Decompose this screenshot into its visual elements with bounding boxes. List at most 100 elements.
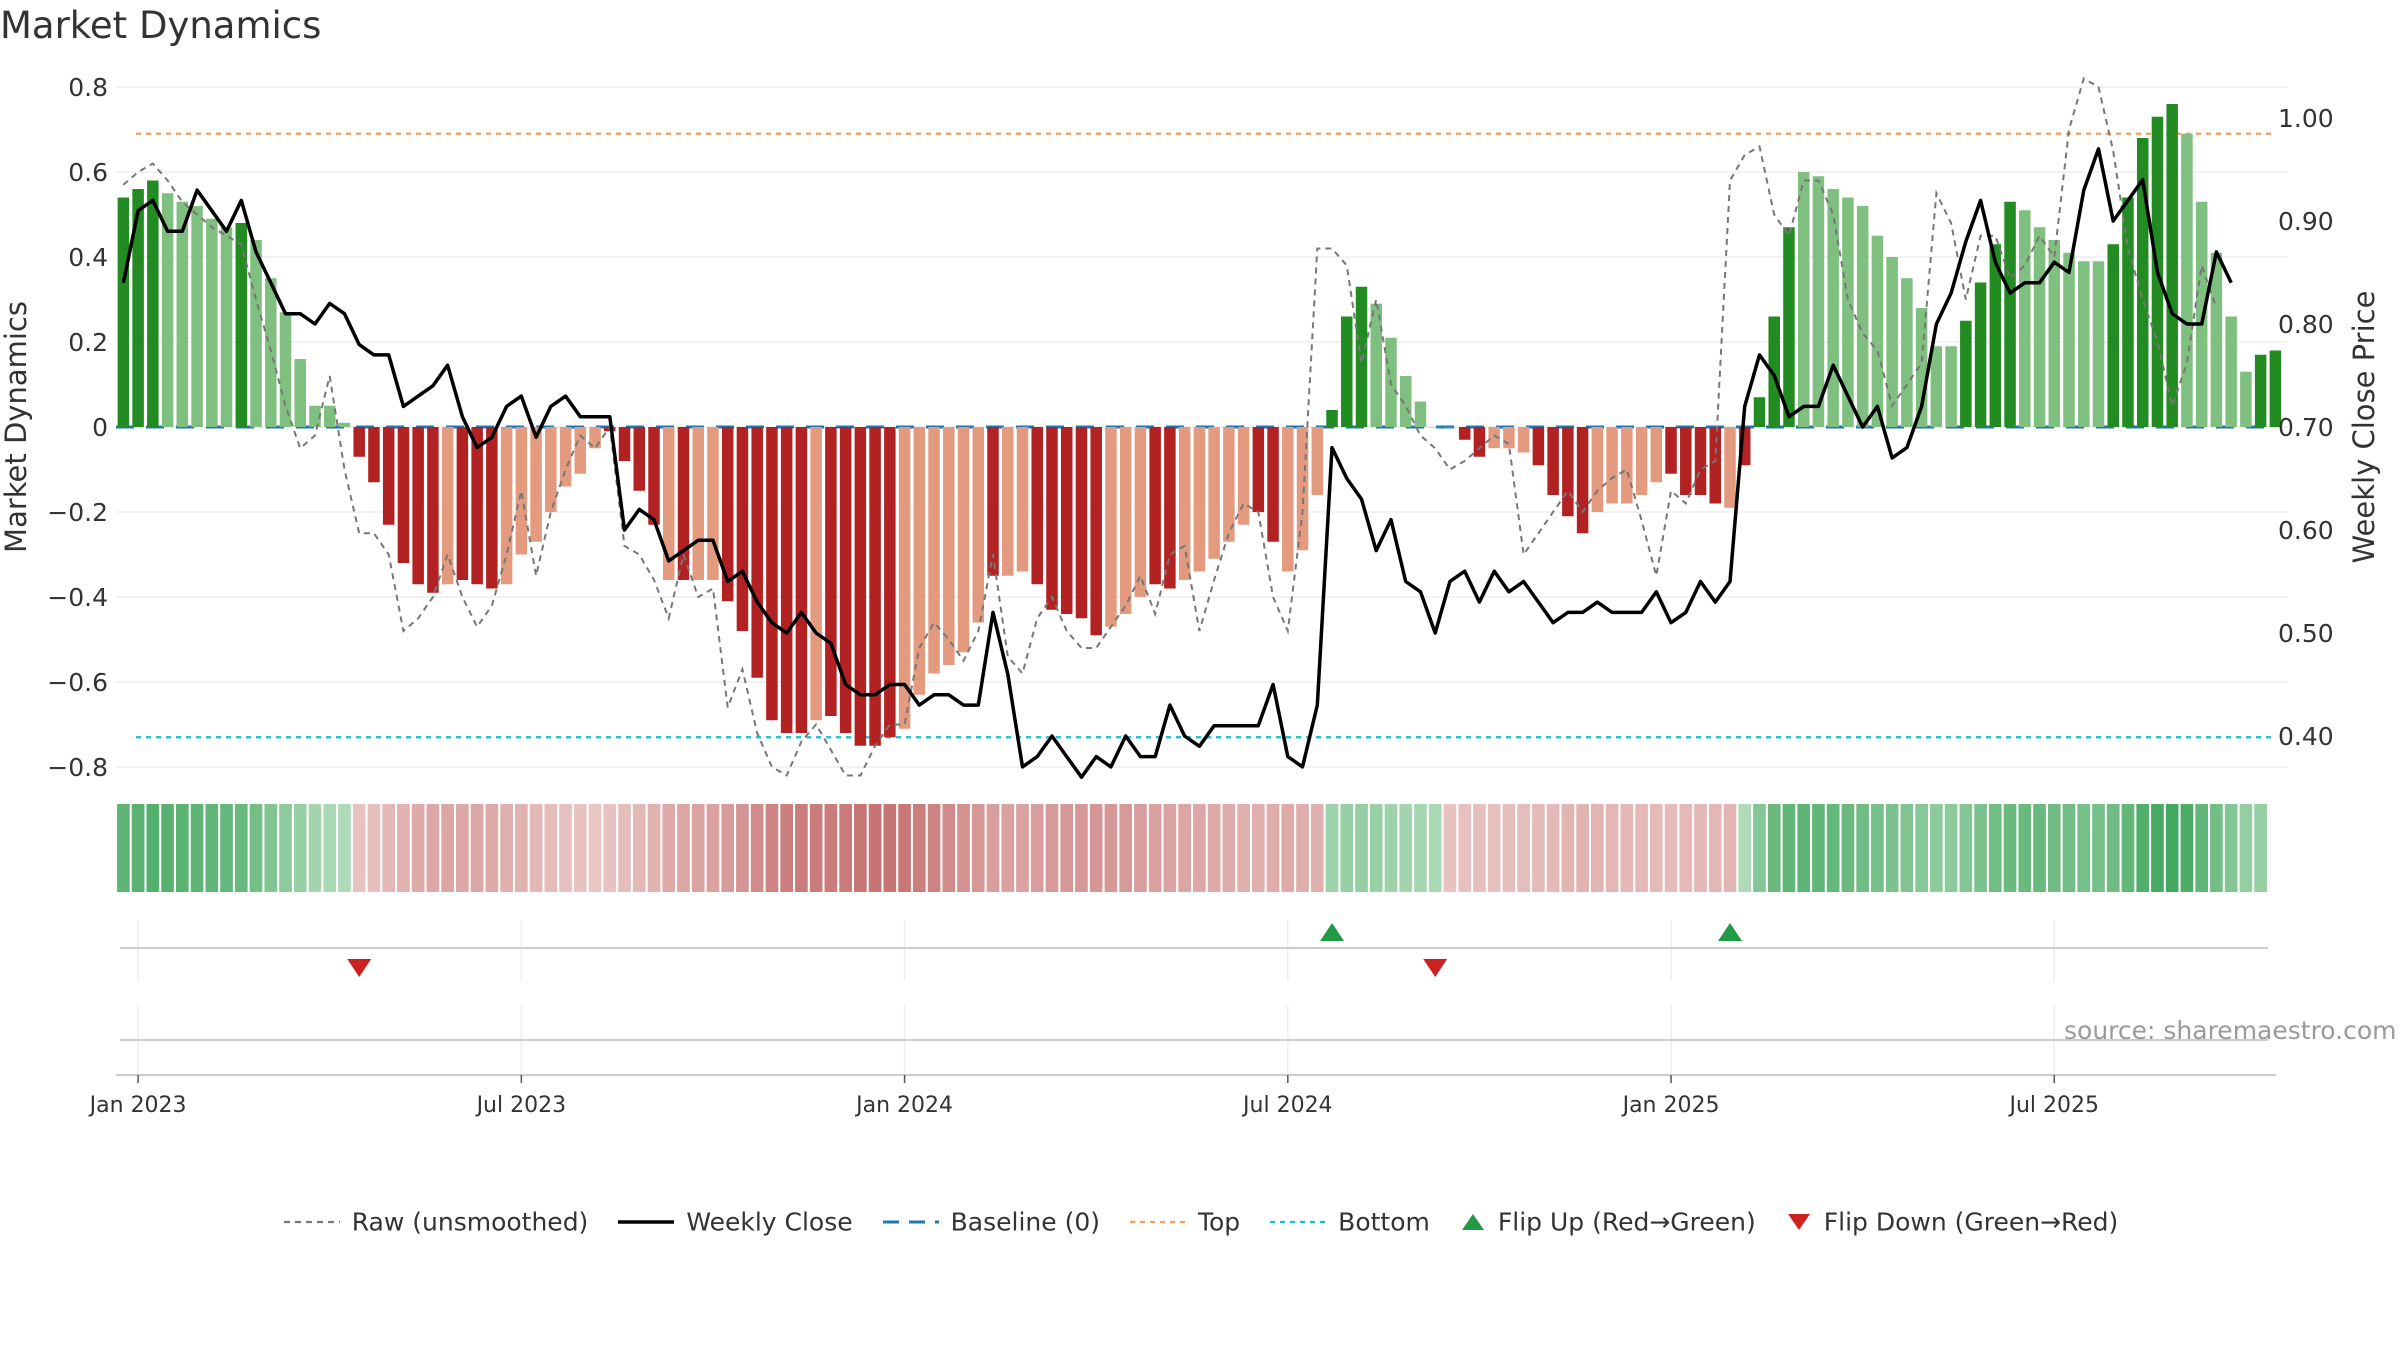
heatmap-cell	[1193, 804, 1206, 892]
momentum-bar	[943, 427, 955, 665]
momentum-bar	[235, 223, 248, 427]
heatmap-cell	[1532, 804, 1545, 892]
heatmap-cell	[485, 804, 499, 892]
momentum-bar	[928, 427, 940, 674]
heatmap-cell	[588, 804, 602, 892]
y-right-tick-label: 0.70	[2278, 413, 2334, 442]
legend-item-raw: Raw (unsmoothed)	[282, 1206, 588, 1236]
momentum-bar	[368, 427, 380, 483]
heatmap-cell	[721, 804, 735, 892]
heatmap-cell	[1119, 804, 1133, 892]
heatmap-cell	[1281, 804, 1295, 892]
heatmap-cell	[2254, 804, 2267, 892]
momentum-bar	[1267, 427, 1279, 542]
momentum-bar	[1576, 427, 1589, 534]
heatmap-cell	[2062, 804, 2076, 892]
heatmap-cell	[927, 804, 941, 892]
momentum-bar	[1709, 427, 1722, 504]
legend-item-bottom: Bottom	[1268, 1206, 1430, 1237]
momentum-bar	[397, 427, 410, 563]
heatmap-cell	[1222, 804, 1236, 892]
heatmap-cell	[2224, 804, 2238, 892]
momentum-bar	[2240, 371, 2252, 427]
momentum-bar	[884, 427, 896, 738]
heatmap-cell	[190, 804, 204, 892]
weekly-close-line	[121, 147, 2233, 779]
heatmap-cell	[1664, 804, 1678, 892]
heatmap-cell	[1605, 804, 1619, 892]
momentum-bar	[1694, 427, 1707, 495]
momentum-bar	[147, 180, 159, 427]
heatmap-cell	[912, 804, 926, 892]
y-right-tick-label: 1.00	[2278, 104, 2334, 133]
heatmap-cell	[1546, 804, 1560, 892]
y-right-tick-label: 0.50	[2278, 619, 2334, 648]
flip-down-legend-icon	[1787, 1213, 1810, 1230]
reference-lines	[116, 132, 2272, 739]
momentum-bars	[117, 104, 2282, 746]
heatmap-cell	[559, 804, 572, 892]
heatmap-cell	[411, 804, 425, 892]
heatmap-cell	[1649, 804, 1663, 892]
x-tick-label: Jul 2025	[2008, 1093, 2100, 1118]
momentum-bar	[1901, 278, 1913, 427]
momentum-bar	[2195, 201, 2208, 427]
heatmap-cell	[883, 804, 897, 892]
legend-item-close: Weekly Close	[616, 1206, 853, 1237]
momentum-bar	[1473, 427, 1486, 457]
heatmap-cell	[220, 804, 233, 892]
momentum-bar	[279, 312, 292, 427]
heatmap-cell	[677, 804, 690, 892]
momentum-bar	[1326, 410, 1338, 427]
momentum-bar	[1842, 197, 1854, 427]
heatmap-cell	[971, 804, 985, 892]
heatmap-cell	[1428, 804, 1442, 892]
momentum-bar	[191, 206, 203, 427]
heatmap-cell	[1443, 804, 1457, 892]
heatmap-cell	[2003, 804, 2017, 892]
momentum-bar	[2107, 244, 2119, 427]
heatmap-cell	[1885, 804, 1899, 892]
market-dynamics-chart: 0.8 0.6 0.4 0.2 0 −0.2 −0.4 −0.6 −0.8 1.00 0.90 0.8…	[0, 73, 2381, 1118]
momentum-bar	[2166, 104, 2178, 427]
heatmap-cell	[1060, 804, 1074, 892]
momentum-bar	[1856, 206, 1869, 427]
weekly-close-series	[121, 147, 2233, 779]
momentum-bar	[618, 427, 631, 461]
x-tick-label: Jul 2023	[475, 1093, 567, 1118]
momentum-bar	[515, 427, 528, 555]
legend-label: Weekly Close	[686, 1207, 853, 1237]
heatmap-cell	[750, 804, 764, 892]
heatmap-cell	[146, 804, 160, 892]
heatmap-cell	[1369, 804, 1383, 892]
momentum-bar	[1886, 257, 1898, 427]
heatmap-cell	[500, 804, 513, 892]
y-left-tick-label: −0.2	[47, 498, 108, 527]
heatmap-cell	[1178, 804, 1191, 892]
momentum-bar	[957, 427, 970, 653]
legend-label: Bottom	[1338, 1207, 1430, 1237]
momentum-bar	[825, 427, 837, 716]
momentum-bar	[1444, 427, 1456, 428]
heatmap-cell	[2077, 804, 2091, 892]
legend-item-baseline: Baseline (0)	[881, 1206, 1100, 1236]
momentum-bar	[1724, 427, 1736, 508]
momentum-bar	[1562, 427, 1574, 517]
momentum-bar	[751, 427, 763, 678]
heatmap-cell	[2210, 804, 2223, 892]
heatmap-cell	[1723, 804, 1737, 892]
momentum-bar	[1149, 427, 1161, 585]
heatmap-cell	[1340, 804, 1354, 892]
momentum-bar	[1989, 244, 2002, 427]
heatmap-cell	[175, 804, 189, 892]
heatmap-cell	[1738, 804, 1752, 892]
heatmap-cell	[632, 804, 646, 892]
flip-markers-panel	[120, 923, 2268, 977]
momentum-bar	[265, 278, 277, 427]
heatmap-cell	[2151, 804, 2164, 892]
momentum-bar	[1178, 427, 1191, 580]
momentum-bar	[353, 427, 365, 457]
momentum-bar	[1282, 427, 1294, 572]
heatmap-cell	[470, 804, 484, 892]
momentum-bar	[1370, 303, 1382, 427]
